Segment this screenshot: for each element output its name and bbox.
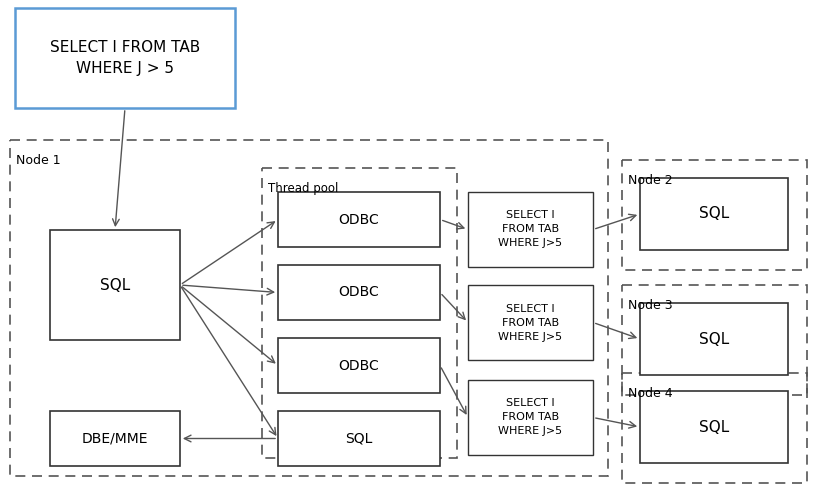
- Text: SQL: SQL: [100, 278, 130, 292]
- Bar: [278, 192, 440, 247]
- Text: SELECT I
FROM TAB
WHERE J>5: SELECT I FROM TAB WHERE J>5: [498, 210, 562, 248]
- Bar: [622, 160, 807, 270]
- Bar: [622, 285, 807, 395]
- Text: Node 4: Node 4: [628, 387, 672, 400]
- Text: SQL: SQL: [699, 331, 729, 346]
- Text: DBE/MME: DBE/MME: [81, 431, 148, 446]
- Bar: [640, 178, 788, 250]
- Text: ODBC: ODBC: [339, 285, 379, 300]
- Text: SELECT I
FROM TAB
WHERE J>5: SELECT I FROM TAB WHERE J>5: [498, 399, 562, 436]
- Bar: [468, 380, 593, 455]
- Text: ODBC: ODBC: [339, 212, 379, 226]
- Text: SQL: SQL: [699, 206, 729, 222]
- Bar: [10, 140, 608, 476]
- Text: Node 3: Node 3: [628, 299, 672, 312]
- Bar: [468, 285, 593, 360]
- Bar: [622, 373, 807, 483]
- Bar: [640, 303, 788, 375]
- Bar: [468, 192, 593, 267]
- Bar: [278, 265, 440, 320]
- Text: SQL: SQL: [345, 431, 373, 446]
- Text: Thread pool: Thread pool: [268, 182, 339, 195]
- Bar: [262, 168, 457, 458]
- Bar: [640, 391, 788, 463]
- Text: Node 1: Node 1: [16, 154, 60, 167]
- Bar: [15, 8, 235, 108]
- Text: Node 2: Node 2: [628, 174, 672, 187]
- Bar: [50, 230, 180, 340]
- Text: SQL: SQL: [699, 420, 729, 434]
- Bar: [278, 338, 440, 393]
- Text: SELECT I
FROM TAB
WHERE J>5: SELECT I FROM TAB WHERE J>5: [498, 304, 562, 342]
- Text: SELECT I FROM TAB
WHERE J > 5: SELECT I FROM TAB WHERE J > 5: [50, 40, 200, 76]
- Text: ODBC: ODBC: [339, 359, 379, 372]
- Bar: [50, 411, 180, 466]
- Bar: [278, 411, 440, 466]
